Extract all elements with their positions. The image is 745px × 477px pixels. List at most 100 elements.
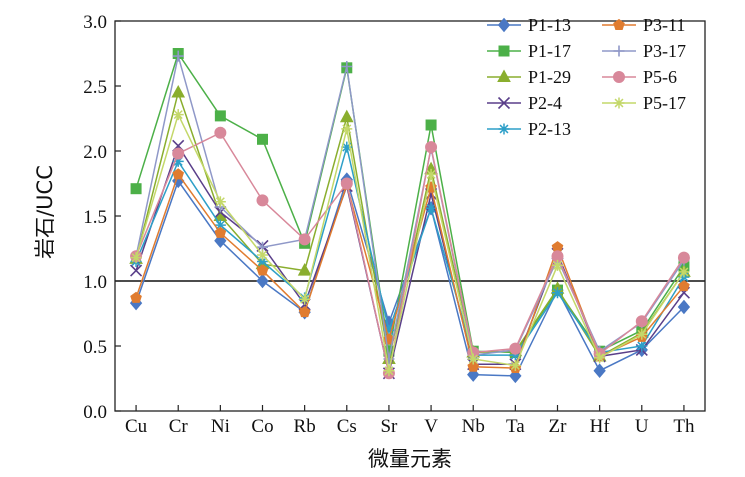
x-tick-label: Co <box>251 416 273 437</box>
legend-label: P3-11 <box>643 15 685 35</box>
data-point <box>130 183 142 195</box>
data-point <box>171 84 186 98</box>
data-point <box>341 61 353 72</box>
legend-marker <box>497 17 511 33</box>
legend-marker <box>613 97 625 109</box>
data-point <box>130 264 143 277</box>
data-point <box>677 299 691 315</box>
x-tick-label: Hf <box>590 416 611 437</box>
legend: P1-13 P1-17 P1-29 P2-4 P2-13 P3-11 P3-17 P5-6 P5… <box>487 15 686 139</box>
data-point <box>339 109 354 123</box>
data-point <box>677 251 690 264</box>
x-tick-label: V <box>424 416 438 437</box>
legend-entry: P1-13 <box>487 15 571 35</box>
data-point <box>130 252 142 264</box>
legend-label: P5-17 <box>643 93 686 113</box>
legend-entry: P2-13 <box>487 119 571 139</box>
data-point <box>257 249 268 261</box>
data-point <box>341 123 353 135</box>
plot-area <box>115 48 705 384</box>
data-point <box>678 280 690 292</box>
x-tick-label: Cu <box>125 416 148 437</box>
y-tick-label: 0.5 <box>83 337 107 358</box>
legend-entry: P5-6 <box>602 67 677 87</box>
series-line <box>135 131 685 374</box>
x-tick-label: U <box>635 416 649 437</box>
data-point <box>172 155 184 167</box>
legend-label: P1-17 <box>528 41 571 61</box>
legend-entry: P2-4 <box>487 93 562 113</box>
data-point <box>172 168 185 180</box>
data-point <box>257 256 268 267</box>
data-point <box>257 133 268 145</box>
legend-marker <box>497 69 511 82</box>
data-point <box>214 219 226 231</box>
data-point <box>340 177 353 190</box>
data-point <box>383 324 395 336</box>
data-point <box>425 202 437 214</box>
legend-entry: P3-11 <box>602 15 685 35</box>
axes: 0.0 0.5 1.0 1.5 2.0 2.5 3.0 Cu Cr Ni Co Rb Cs Sr V Nb Ta… <box>83 12 706 437</box>
data-point <box>172 109 184 121</box>
data-point <box>636 328 648 340</box>
x-axis-title: 微量元素 <box>368 447 452 471</box>
legend-label: P2-4 <box>528 93 562 113</box>
data-point <box>341 141 353 153</box>
data-point <box>172 147 185 160</box>
data-point <box>509 360 521 371</box>
data-point <box>509 342 522 355</box>
legend-label: P5-6 <box>643 67 677 87</box>
legend-label: P1-13 <box>528 15 571 35</box>
data-point <box>552 259 563 271</box>
x-tick-label: Rb <box>294 416 316 437</box>
data-point <box>214 196 226 208</box>
legend-label: P2-13 <box>528 119 571 139</box>
series-P3-17 <box>130 50 690 365</box>
data-point <box>678 266 690 278</box>
x-tick-label: Nb <box>462 416 485 437</box>
data-point <box>594 352 606 364</box>
legend-entry: P1-29 <box>487 67 571 87</box>
data-point <box>172 50 184 62</box>
data-point <box>593 363 606 378</box>
y-tick-label: 2.5 <box>83 77 107 98</box>
x-tick-label: Th <box>673 416 695 437</box>
legend-marker <box>613 71 625 83</box>
data-point <box>256 273 269 289</box>
data-point <box>467 360 480 372</box>
legend-marker <box>613 18 625 30</box>
data-point <box>214 126 227 139</box>
data-point <box>299 293 311 305</box>
data-point <box>298 306 311 318</box>
y-axis-title: 岩石/UCC <box>33 165 57 259</box>
y-tick-label: 2.0 <box>83 142 107 163</box>
x-tick-label: Sr <box>380 416 398 437</box>
x-tick-label: Ni <box>211 416 230 437</box>
x-tick-label: Ta <box>506 416 525 437</box>
data-point <box>467 353 479 365</box>
x-tick-label: Cs <box>337 416 357 437</box>
data-point <box>297 263 312 276</box>
legend-marker <box>613 45 625 57</box>
series-line <box>135 112 685 371</box>
data-point <box>256 194 269 207</box>
legend-label: P1-29 <box>528 67 571 87</box>
y-tick-label: 3.0 <box>83 12 107 33</box>
data-point <box>425 168 437 180</box>
y-tick-label: 1.5 <box>83 207 107 228</box>
y-tick-label: 1.0 <box>83 272 107 293</box>
legend-entry: P5-17 <box>602 93 686 113</box>
x-tick-label: Cr <box>169 416 189 437</box>
data-point <box>552 287 563 299</box>
legend-label: P3-17 <box>643 41 686 61</box>
y-tick-label: 0.0 <box>83 402 107 423</box>
data-point <box>636 340 648 352</box>
data-point <box>214 226 227 238</box>
legend-entry: P3-17 <box>602 41 686 61</box>
data-point <box>551 241 564 253</box>
data-point <box>425 141 438 154</box>
data-point <box>425 119 437 131</box>
legend-entry: P1-17 <box>487 41 571 61</box>
series-P5-17 <box>130 109 690 377</box>
